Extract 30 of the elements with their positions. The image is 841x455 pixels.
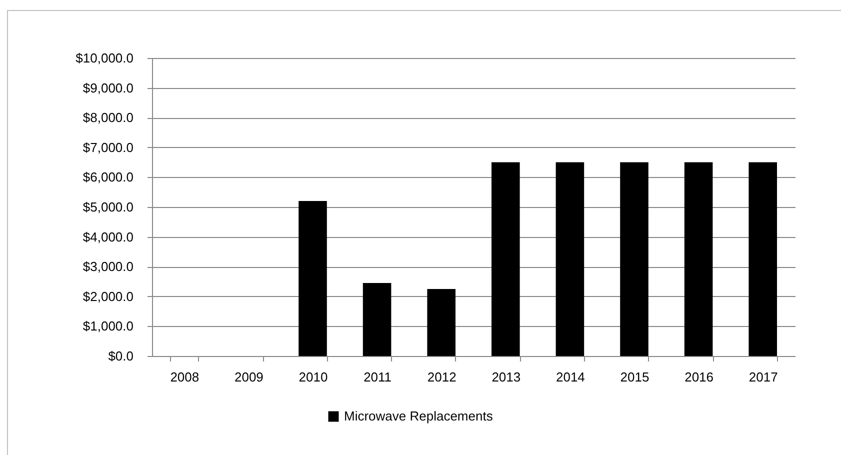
y-tick-label: $7,000.0 xyxy=(82,140,134,155)
bar xyxy=(620,162,648,356)
x-tick-label: 2008 xyxy=(170,370,200,384)
x-tick-label: 2014 xyxy=(556,370,585,384)
y-tick-label: $1,000.0 xyxy=(82,318,134,334)
bar xyxy=(748,162,777,356)
bar xyxy=(362,282,392,356)
y-tick-label: $10,000.0 xyxy=(76,50,134,66)
x-tick-label: 2016 xyxy=(684,370,714,384)
y-tick-label: $8,000.0 xyxy=(82,110,134,126)
x-tick-label: 2011 xyxy=(364,370,392,384)
x-tick-label: 2012 xyxy=(427,370,456,384)
y-tick-label: $3,000.0 xyxy=(82,259,134,274)
y-tick-label: $9,000.0 xyxy=(82,80,134,96)
x-tick-label: 2017 xyxy=(748,370,778,384)
x-tick-label: 2015 xyxy=(620,370,650,384)
x-tick-label: 2009 xyxy=(234,370,264,384)
y-tick-label: $4,000.0 xyxy=(82,229,134,244)
y-tick-label: $0.0 xyxy=(108,348,134,364)
bar xyxy=(298,201,327,356)
legend-label: Microwave Replacements xyxy=(344,408,494,424)
bar xyxy=(556,162,584,356)
y-tick-label: $5,000.0 xyxy=(82,200,134,214)
bar xyxy=(427,288,456,356)
x-tick-label: 2010 xyxy=(298,370,328,384)
x-tick-label: 2013 xyxy=(492,370,521,384)
y-tick-label: $6,000.0 xyxy=(82,170,134,185)
y-tick-label: $2,000.0 xyxy=(82,288,134,304)
bar xyxy=(492,162,520,356)
bar xyxy=(684,162,713,356)
